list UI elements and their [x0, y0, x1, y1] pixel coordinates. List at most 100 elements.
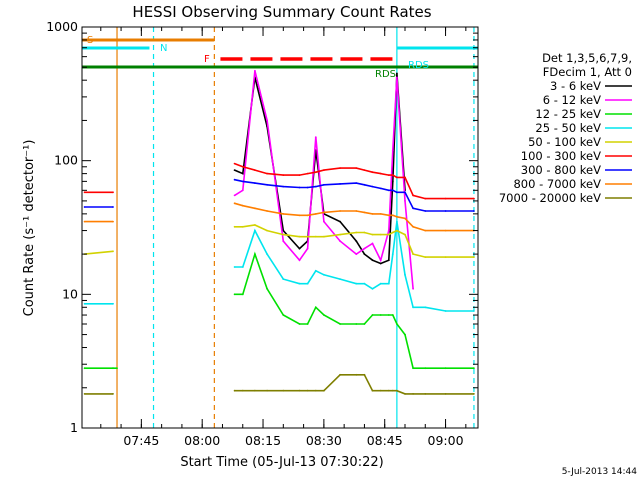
data-point-0-18 [387, 259, 390, 262]
data-point-1-8 [282, 240, 285, 243]
data-point-1-7 [266, 119, 268, 122]
data-point-3-19 [391, 253, 394, 256]
data-point-4-24 [444, 256, 447, 258]
series-line-2 [84, 251, 474, 369]
flag-label-4: RDS [408, 60, 429, 71]
series-line-4 [84, 224, 474, 258]
flag-label-3: RDS [375, 69, 396, 80]
data-point-2-6 [254, 253, 256, 256]
data-point-5-11 [314, 171, 317, 174]
x-tick-label-1: 08:00 [184, 433, 220, 448]
data-point-6-13 [339, 183, 341, 185]
data-point-2-15 [363, 323, 366, 325]
data-point-8-24 [444, 393, 447, 395]
y-tick-label-3: 1000 [46, 19, 78, 34]
data-point-2-10 [306, 323, 309, 325]
data-point-6-8 [282, 185, 285, 188]
data-point-7-14 [355, 210, 358, 212]
data-point-3-0 [83, 302, 86, 305]
data-point-5-19 [391, 174, 394, 177]
data-point-1-18 [387, 229, 390, 232]
data-point-5-16 [371, 171, 374, 174]
data-point-0-4 [233, 169, 236, 172]
data-point-3-15 [363, 282, 366, 285]
data-point-3-24 [444, 310, 447, 312]
data-point-6-18 [387, 189, 390, 192]
chart-title: HESSI Observing Summary Count Rates [132, 3, 431, 21]
data-point-4-15 [363, 231, 366, 234]
data-point-3-25 [473, 310, 475, 312]
data-point-2-13 [339, 323, 341, 325]
data-point-2-2 [116, 367, 118, 370]
y-tick-label-2: 100 [54, 153, 78, 168]
data-point-8-19 [391, 389, 394, 392]
data-point-1-17 [379, 259, 382, 262]
data-point-3-12 [323, 273, 325, 276]
data-point-4-12 [323, 235, 325, 238]
data-point-0-17 [379, 262, 382, 265]
data-point-2-8 [282, 314, 285, 316]
data-point-7-16 [371, 213, 374, 215]
legend-label-1: 6 - 12 keV [543, 93, 601, 107]
data-point-6-5 [241, 180, 244, 183]
data-point-2-4 [233, 293, 236, 296]
data-point-3-4 [233, 266, 236, 268]
data-point-7-5 [241, 204, 244, 207]
series-line-5 [84, 162, 474, 200]
data-point-8-8 [282, 389, 285, 392]
data-point-1-22 [412, 287, 414, 290]
data-point-6-10 [306, 186, 309, 189]
data-point-1-20 [396, 76, 398, 79]
data-point-3-7 [266, 253, 268, 256]
series-line-3 [84, 221, 474, 312]
data-point-8-1 [112, 393, 114, 395]
x-tick-label-5: 09:00 [428, 433, 464, 448]
flag-label-1: N [160, 43, 167, 54]
data-point-1-21 [404, 200, 406, 202]
x-tick-label-2: 08:15 [245, 433, 281, 448]
legend-label-8: 7000 - 20000 keV [499, 191, 601, 205]
data-point-5-6 [254, 169, 256, 172]
legend-label-7: 800 - 7000 keV [513, 177, 601, 191]
data-point-4-5 [241, 225, 244, 228]
legend-label-0: 3 - 6 keV [550, 79, 601, 93]
data-point-4-18 [387, 233, 390, 236]
data-point-7-0 [83, 220, 86, 223]
data-point-1-15 [363, 247, 366, 250]
y-tick-label-1: 10 [62, 286, 78, 301]
data-point-4-20 [396, 229, 398, 232]
data-point-0-5 [241, 172, 244, 175]
data-point-6-14 [355, 182, 358, 185]
series-line-7 [84, 202, 474, 232]
data-point-6-9 [298, 186, 301, 189]
data-point-4-25 [473, 256, 475, 258]
data-point-7-13 [339, 210, 341, 212]
data-point-1-13 [339, 240, 341, 243]
legend-header-1: FDecim 1, Att 0 [543, 65, 632, 79]
x-axis-label: Start Time (05-Jul-13 07:30:22) [180, 455, 383, 470]
data-point-4-11 [314, 235, 317, 238]
data-point-7-1 [112, 220, 114, 223]
data-point-3-20 [396, 220, 398, 223]
legend-label-4: 50 - 100 keV [528, 135, 601, 149]
data-point-7-12 [323, 211, 325, 214]
data-point-2-12 [323, 314, 325, 316]
data-point-1-12 [323, 220, 325, 223]
data-point-5-20 [396, 176, 398, 179]
series-line-0 [234, 73, 406, 265]
data-point-7-4 [233, 202, 236, 205]
data-point-1-4 [233, 194, 236, 197]
data-point-5-0 [83, 191, 86, 194]
data-point-1-19 [391, 149, 394, 152]
data-point-6-23 [424, 210, 427, 212]
data-point-6-21 [404, 191, 406, 194]
data-point-5-10 [306, 172, 309, 175]
data-point-1-6 [254, 69, 256, 72]
data-point-5-9 [298, 174, 301, 177]
data-point-7-7 [266, 210, 268, 212]
data-point-4-16 [371, 233, 374, 236]
data-point-8-14 [355, 373, 358, 376]
x-tick-label-0: 07:45 [123, 433, 159, 448]
data-point-8-16 [371, 389, 374, 392]
data-point-5-18 [387, 174, 390, 177]
